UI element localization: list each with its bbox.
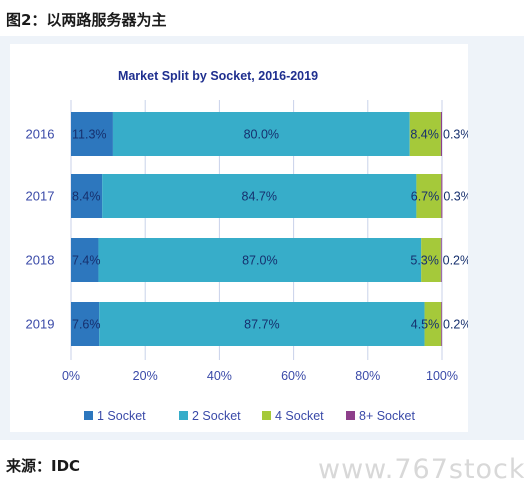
legend-label: 4 Socket <box>275 409 324 423</box>
data-label: 4.5% <box>411 318 440 332</box>
bar-segment <box>409 112 441 156</box>
bar-segment <box>71 302 100 346</box>
bars <box>71 112 443 346</box>
x-tick-labels: 0% 20% 40% 60% 80% 100% <box>62 369 458 383</box>
bar-segment <box>441 174 443 218</box>
bar-segment <box>441 302 443 346</box>
bar-segment <box>416 174 442 218</box>
bar-segment <box>421 238 441 282</box>
category-label: 2017 <box>26 189 55 204</box>
legend-label: 2 Socket <box>192 409 241 423</box>
data-label: 6.7% <box>411 190 440 204</box>
data-labels: 11.3%80.0%8.4%0.3%8.4%84.7%6.7%0.3%7.4%8… <box>72 128 468 332</box>
data-label: 0.3% <box>443 190 468 204</box>
category-label: 2018 <box>26 253 55 268</box>
legend-swatch <box>84 411 93 420</box>
x-tick-label: 60% <box>281 369 306 383</box>
legend-label: 8+ Socket <box>359 409 415 423</box>
data-label: 87.7% <box>244 318 279 332</box>
data-label: 84.7% <box>242 190 277 204</box>
category-label: 2019 <box>26 317 55 332</box>
chart-card: Market Split by Socket, 2016-2019 11.3% 8… <box>10 44 468 432</box>
data-label: 0.2% <box>443 318 468 332</box>
data-label: 0.2% <box>443 254 468 268</box>
data-label: 0.3% <box>443 128 468 142</box>
category-label: 2016 <box>26 127 55 142</box>
legend-swatch <box>262 411 271 420</box>
data-label: 7.4% <box>72 254 101 268</box>
x-tick-label: 20% <box>133 369 158 383</box>
legend-swatch <box>346 411 355 420</box>
data-label: 80.0% <box>244 128 279 142</box>
data-label: 8.4% <box>410 128 439 142</box>
bar-segment <box>102 174 417 218</box>
bar-segment <box>71 238 99 282</box>
chart-title: Market Split by Socket, 2016-2019 <box>118 69 318 83</box>
legend: 1 Socket 2 Socket 4 Socket 8+ Socket <box>84 409 415 423</box>
watermark: www.767stock <box>318 454 524 485</box>
x-tick-label: 100% <box>426 369 458 383</box>
page-header: 图2：以两路服务器为主 <box>0 0 524 36</box>
x-tick-label: 40% <box>207 369 232 383</box>
bar-segment <box>98 238 422 282</box>
data-label: 5.3% <box>410 254 439 268</box>
data-label: 8.4% <box>72 190 101 204</box>
stacked-bar-chart: Market Split by Socket, 2016-2019 11.3% 8… <box>26 69 468 423</box>
bar-segment <box>71 112 113 156</box>
x-tick-label: 80% <box>355 369 380 383</box>
chart-panel: Market Split by Socket, 2016-2019 11.3% 8… <box>0 36 524 440</box>
source-note: 来源：IDC <box>6 457 81 475</box>
data-label: 87.0% <box>242 254 277 268</box>
bar-segment <box>424 302 442 346</box>
legend-label: 1 Socket <box>97 409 146 423</box>
legend-swatch <box>179 411 188 420</box>
bar-segment <box>99 302 425 346</box>
bar-segment <box>71 174 103 218</box>
bar-segment <box>440 238 442 282</box>
category-labels: 2016 2017 2018 2019 <box>26 127 55 332</box>
x-tick-label: 0% <box>62 369 80 383</box>
data-label: 11.3% <box>72 128 107 142</box>
data-label: 7.6% <box>72 318 101 332</box>
bar-segment <box>440 112 442 156</box>
figure-caption: 图2：以两路服务器为主 <box>6 11 167 29</box>
bar-segment <box>112 112 410 156</box>
